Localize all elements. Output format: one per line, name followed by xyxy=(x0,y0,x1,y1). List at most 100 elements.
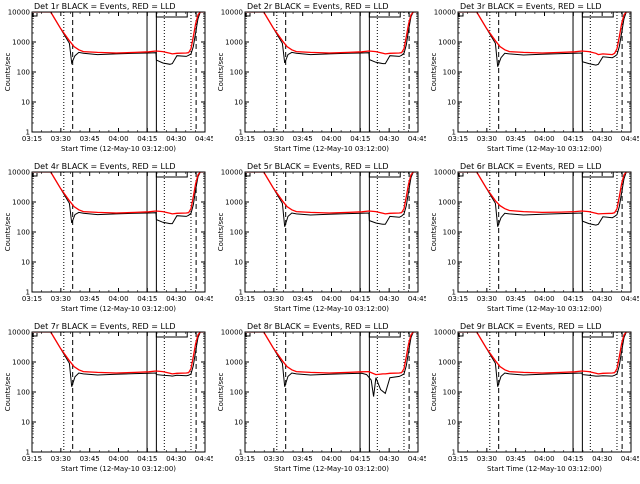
top-interval-box xyxy=(155,172,188,178)
x-tick-label: 04:15 xyxy=(137,135,157,143)
y-tick-label: 10 xyxy=(234,419,243,427)
x-tick-label: 04:30 xyxy=(592,135,612,143)
x-tick-label: 04:45 xyxy=(408,295,426,303)
y-tick-label: 1 xyxy=(26,129,30,137)
y-axis: 1 10 100 1000 10000 xyxy=(221,169,418,297)
x-tick-label: 04:15 xyxy=(137,455,157,463)
y-tick-label: 100 xyxy=(230,229,243,237)
top-interval-box xyxy=(368,172,401,178)
x-tick-label: 04:15 xyxy=(350,455,370,463)
y-axis: 1 10 100 1000 10000 xyxy=(434,9,631,137)
top-left-bracket xyxy=(245,333,251,337)
x-tick-label: 04:45 xyxy=(195,455,213,463)
plot-frame xyxy=(31,11,206,133)
y-tick-label: 100 xyxy=(443,229,456,237)
x-axis: 03:15 03:30 03:45 04:00 04:15 04:30 04:45 xyxy=(22,12,215,143)
x-axis-label: Start Time (12-May-10 03:12:00) xyxy=(274,305,389,313)
x-axis: 03:15 03:30 03:45 04:00 04:15 04:30 04:45 xyxy=(235,12,428,143)
marker-lines xyxy=(63,332,197,452)
detector-panel-9: Det 9r BLACK = Events, RED = LLD 1 10 100 10… xyxy=(426,320,640,480)
x-axis-label: Start Time (12-May-10 03:12:00) xyxy=(487,145,602,153)
x-tick-label: 04:30 xyxy=(166,455,186,463)
chart-title: Det 8r BLACK = Events, RED = LLD xyxy=(247,322,389,331)
x-axis-label: Start Time (12-May-10 03:12:00) xyxy=(487,465,602,473)
plot-frame xyxy=(457,171,632,293)
x-tick-label: 03:45 xyxy=(506,455,526,463)
x-tick-label: 04:15 xyxy=(563,455,583,463)
y-tick-label: 10 xyxy=(447,99,456,107)
x-tick-label: 03:15 xyxy=(235,455,255,463)
y-tick-label: 100 xyxy=(17,69,30,77)
y-axis: 1 10 100 1000 10000 xyxy=(434,329,631,457)
x-tick-label: 03:30 xyxy=(264,295,284,303)
chart-svg: Det 6r BLACK = Events, RED = LLD 1 10 100 10… xyxy=(430,162,640,313)
x-axis: 03:15 03:30 03:45 04:00 04:15 04:30 04:45 xyxy=(448,12,640,143)
x-tick-label: 03:15 xyxy=(235,295,255,303)
x-axis: 03:15 03:30 03:45 04:00 04:15 04:30 04:45 xyxy=(448,332,640,463)
chart-title: Det 9r BLACK = Events, RED = LLD xyxy=(460,322,602,331)
y-axis-label: Counts/sec xyxy=(4,213,12,252)
x-tick-label: 04:00 xyxy=(108,455,128,463)
y-axis-label: Counts/sec xyxy=(4,373,12,412)
x-axis: 03:15 03:30 03:45 04:00 04:15 04:30 04:45 xyxy=(22,332,215,463)
lld-series-line xyxy=(32,172,205,215)
x-axis-label: Start Time (12-May-10 03:12:00) xyxy=(61,305,176,313)
chart-title: Det 1r BLACK = Events, RED = LLD xyxy=(34,2,176,11)
y-axis: 1 10 100 1000 10000 xyxy=(434,169,631,297)
x-tick-label: 03:15 xyxy=(22,135,42,143)
chart-title: Det 4r BLACK = Events, RED = LLD xyxy=(34,162,176,171)
detector-panel-5: Det 5r BLACK = Events, RED = LLD 1 10 100 10… xyxy=(213,160,428,320)
y-tick-label: 10 xyxy=(234,259,243,267)
top-left-bracket xyxy=(245,13,251,17)
y-axis-label: Counts/sec xyxy=(430,53,438,92)
x-tick-label: 03:45 xyxy=(80,135,100,143)
x-tick-label: 04:30 xyxy=(379,135,399,143)
top-left-bracket xyxy=(32,13,38,17)
y-tick-label: 10000 xyxy=(434,169,456,177)
events-series-line xyxy=(32,172,205,225)
x-tick-label: 03:30 xyxy=(51,135,71,143)
x-tick-label: 04:45 xyxy=(408,455,426,463)
x-tick-label: 04:00 xyxy=(534,295,554,303)
x-axis-label: Start Time (12-May-10 03:12:00) xyxy=(487,305,602,313)
y-axis-label: Counts/sec xyxy=(430,373,438,412)
top-left-bracket xyxy=(245,173,251,177)
y-tick-label: 1000 xyxy=(225,39,243,47)
y-tick-label: 1 xyxy=(239,129,243,137)
x-tick-label: 03:45 xyxy=(506,135,526,143)
chart-title: Det 5r BLACK = Events, RED = LLD xyxy=(247,162,389,171)
x-tick-label: 04:45 xyxy=(195,135,213,143)
events-series-line xyxy=(32,12,205,65)
plot-frame xyxy=(457,11,632,133)
x-tick-label: 04:45 xyxy=(621,135,639,143)
chart-title: Det 6r BLACK = Events, RED = LLD xyxy=(460,162,602,171)
lld-series-line xyxy=(32,12,205,55)
lld-series-line xyxy=(32,332,205,375)
y-tick-label: 10 xyxy=(447,419,456,427)
x-tick-label: 04:30 xyxy=(592,295,612,303)
plot-frame xyxy=(457,331,632,453)
marker-lines xyxy=(63,172,197,292)
x-tick-label: 04:00 xyxy=(321,455,341,463)
y-tick-label: 1 xyxy=(452,449,456,457)
chart-svg: Det 9r BLACK = Events, RED = LLD 1 10 100 10… xyxy=(430,322,640,473)
y-axis: 1 10 100 1000 10000 xyxy=(8,169,205,297)
y-tick-label: 10000 xyxy=(8,9,30,17)
lld-series-line xyxy=(245,172,418,215)
y-tick-label: 1 xyxy=(239,449,243,457)
events-series-line xyxy=(245,12,418,65)
x-tick-label: 04:15 xyxy=(350,295,370,303)
chart-svg: Det 2r BLACK = Events, RED = LLD 1 10 100 10… xyxy=(217,2,428,153)
events-series-line xyxy=(458,12,631,67)
y-axis-label: Counts/sec xyxy=(217,373,225,412)
x-tick-label: 04:30 xyxy=(166,135,186,143)
x-tick-label: 03:30 xyxy=(264,455,284,463)
plot-frame xyxy=(244,331,419,453)
y-tick-label: 10000 xyxy=(221,9,243,17)
lld-series-line xyxy=(458,172,631,215)
top-interval-box xyxy=(368,12,401,18)
chart-title: Det 7r BLACK = Events, RED = LLD xyxy=(34,322,176,331)
y-tick-label: 1000 xyxy=(438,359,456,367)
x-tick-label: 03:45 xyxy=(293,135,313,143)
